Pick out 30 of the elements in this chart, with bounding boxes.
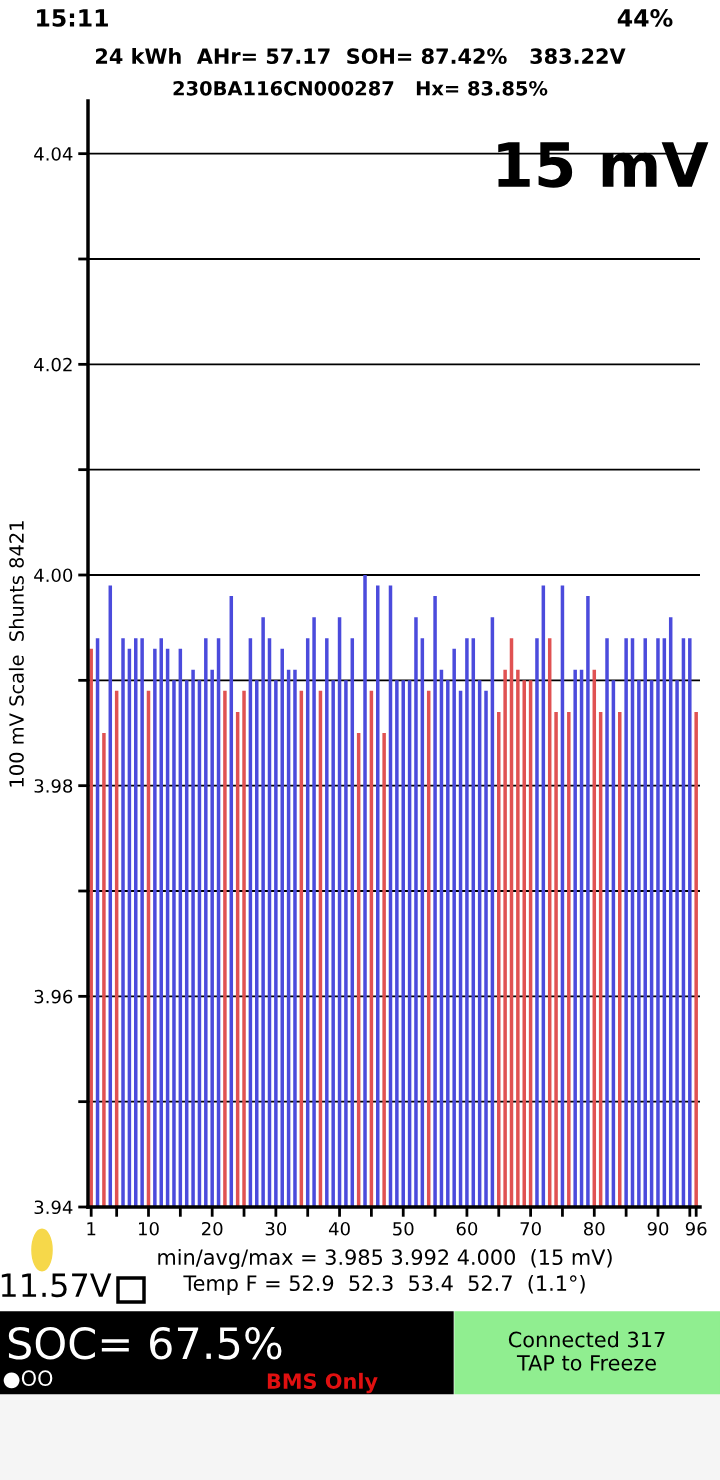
y-tick-label: 4.04 [34,147,73,161]
annotation: 15 mV [498,142,709,188]
y-tick-label: 4.02 [34,357,72,372]
x-tick-label: 60 [456,1221,478,1236]
x-tick-label: 50 [393,1221,414,1236]
text: 11.57V [1,1273,112,1298]
text: ●OO [3,1370,53,1389]
y-axis-title: 100 mV Scale Shunts 8421 [8,521,24,787]
x-tick-label: 96 [685,1221,707,1236]
chart-subtitle: 230BA116CN000287 Hx= 83.85% [173,80,548,96]
x-tick-label: 80 [584,1221,605,1236]
x-tick-label: 20 [202,1221,223,1236]
text: SOC= 67.5% [8,1326,282,1360]
y-tick-label: 4.00 [34,568,73,583]
x-tick-label: 1 [87,1222,96,1236]
text: Connected 317 TAP to Freeze [508,1331,665,1371]
text: 15:11 [37,9,108,27]
y-tick-label: 3.94 [34,1200,73,1215]
text: BMS Only [267,1372,378,1394]
x-tick-label: 90 [647,1221,669,1236]
chart-title: 24 kWh AHr= 57.17 SOH= 87.42% 383.22V [96,47,626,65]
text: Temp F = 52.9 52.3 53.4 52.7 (1.1°) [183,1274,585,1296]
x-tick-label: 40 [328,1221,350,1236]
x-tick-label: 30 [265,1221,287,1236]
y-tick-label: 3.98 [34,779,73,793]
text: 44% [617,8,673,27]
y-tick-label: 3.96 [34,989,73,1004]
x-tick-label: 10 [138,1221,159,1236]
text: min/avg/max = 3.985 3.992 4.000 (15 mV) [158,1248,612,1270]
x-tick-label: 70 [520,1221,541,1236]
